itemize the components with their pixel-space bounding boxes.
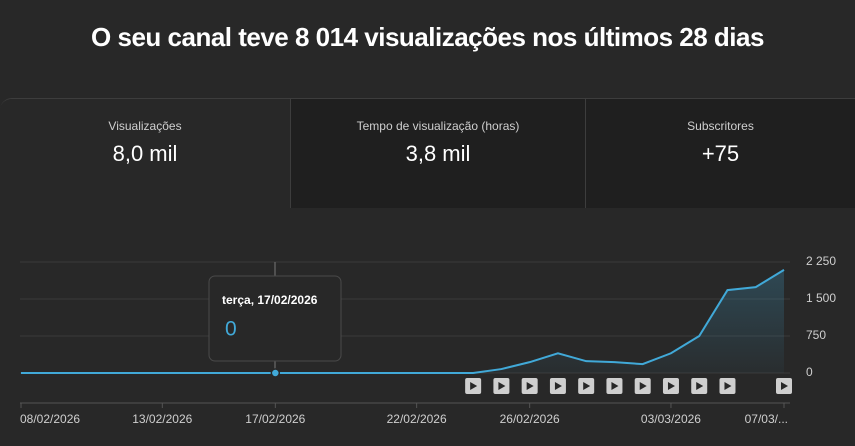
video-marker[interactable] [606, 378, 623, 394]
play-icon [583, 382, 591, 390]
x-tick-label: 03/03/2026 [641, 412, 701, 426]
y-tick-label: 1 500 [806, 291, 836, 305]
metric-label: Visualizações [108, 119, 182, 133]
y-tick-label: 0 [806, 365, 813, 379]
play-icon [639, 382, 647, 390]
tooltip: terça, 17/02/2026 0 [208, 275, 342, 362]
play-icon [781, 382, 788, 390]
video-marker[interactable] [465, 378, 482, 394]
x-tick-label: 07/03/... [745, 412, 788, 426]
play-icon [611, 382, 619, 390]
play-icon [667, 382, 675, 390]
video-marker[interactable] [578, 378, 595, 394]
play-icon [470, 382, 478, 390]
x-tick-label: 13/02/2026 [132, 412, 192, 426]
video-marker[interactable] [634, 378, 651, 394]
video-marker[interactable] [549, 378, 566, 394]
x-tick-label: 08/02/2026 [20, 412, 80, 426]
metric-card[interactable]: Tempo de visualização (horas) 3,8 mil [290, 99, 585, 208]
tooltip-box [208, 275, 342, 362]
metric-value: +75 [701, 141, 740, 166]
tooltip-value: 0 [225, 318, 237, 341]
metric-label: Subscritores [687, 119, 754, 133]
tooltip-title: terça, 17/02/2026 [222, 293, 318, 307]
play-icon [526, 382, 534, 390]
play-icon [696, 382, 704, 390]
metric-cards: Visualizações 8,0 mil Tempo de visualiza… [0, 98, 855, 208]
video-marker[interactable] [776, 378, 792, 394]
line [21, 269, 785, 374]
x-tick-label: 26/02/2026 [500, 412, 560, 426]
area [21, 269, 784, 373]
metric-card[interactable]: Subscritores +75 [585, 99, 855, 208]
video-marker[interactable] [662, 378, 679, 394]
video-marker[interactable] [691, 378, 708, 394]
y-tick-label: 750 [806, 328, 826, 342]
x-tick-label: 17/02/2026 [245, 412, 305, 426]
metric-value: 8,0 mil [112, 141, 178, 166]
metric-card[interactable]: Visualizações 8,0 mil [0, 99, 290, 208]
metric-value: 3,8 mil [405, 141, 471, 166]
play-icon [498, 382, 506, 390]
metric-label: Tempo de visualização (horas) [356, 119, 520, 133]
hover-point [270, 368, 281, 378]
video-marker[interactable] [719, 378, 736, 394]
video-marker[interactable] [493, 378, 510, 394]
x-tick-label: 22/02/2026 [387, 412, 447, 426]
page-title: O seu canal teve 8 014 visualizações nos… [91, 22, 764, 52]
video-marker[interactable] [521, 378, 538, 394]
play-icon [554, 382, 562, 390]
y-tick-label: 2 250 [806, 254, 836, 268]
play-icon [724, 382, 732, 390]
